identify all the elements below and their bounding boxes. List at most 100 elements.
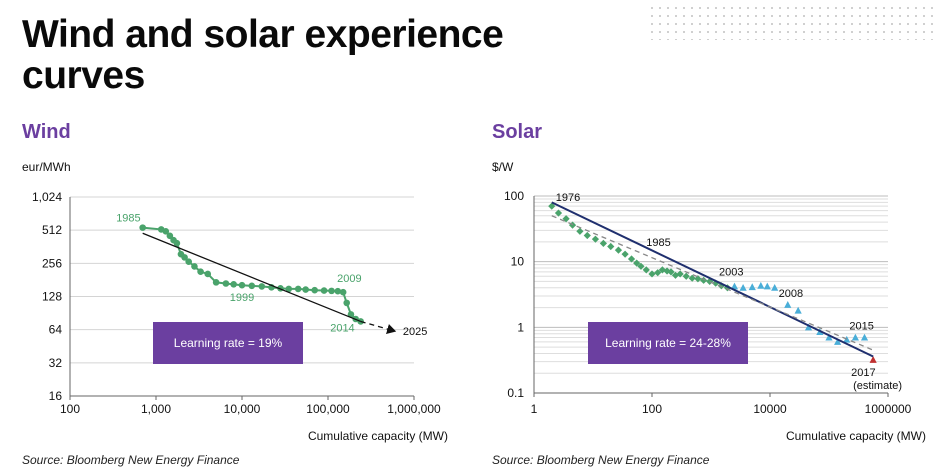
chart0-y-tick-label: 512: [42, 223, 62, 237]
chart1-series-recent-triangles--point: [851, 333, 859, 341]
chart0-x-tick-label: 1,000: [141, 402, 171, 416]
chart1-series-historic-diamonds--point: [676, 270, 684, 278]
chart0-series-wind-observed-point: [294, 285, 302, 293]
chart0-series-wind-observed-point: [181, 254, 188, 261]
chart1-y-tick-label: 0.1: [507, 386, 524, 400]
chart1-series-historic-diamonds--point: [671, 271, 680, 279]
chart1-series-historic-diamonds--point: [654, 269, 662, 277]
chart0-series-wind-observed-point: [328, 287, 335, 295]
chart1-series-historic-diamonds--point: [688, 274, 696, 282]
chart0-series-wind-observed-point: [302, 286, 309, 293]
chart1-series-alternative-fit-line: [551, 215, 874, 351]
chart1-series-historic-diamonds--point: [663, 267, 671, 275]
chart0-annotation-label: 2014: [330, 322, 354, 334]
chart0-series-wind-observed-point: [347, 311, 355, 318]
chart0-y-tick-label: 128: [42, 290, 62, 304]
chart1-series-recent-triangles--point: [794, 306, 802, 314]
chart0-annotation-label: 2009: [337, 273, 361, 285]
chart0-series-wind-observed-point: [320, 287, 328, 294]
solar-panel-title: Solar: [492, 121, 543, 143]
dot-pattern-decoration: [648, 4, 938, 40]
solar-learning-rate-callout: Learning rate = 24-28%: [588, 322, 748, 364]
chart0-annotation-label: 2025: [403, 326, 427, 338]
chart0-series-wind-observed-point: [334, 287, 342, 295]
wind-learning-rate-callout: Learning rate = 19%: [153, 322, 303, 364]
chart1-series-historic-diamonds--point: [627, 255, 636, 263]
chart1-annotation-label: (estimate): [853, 380, 902, 392]
chart1-series-historic-diamonds--point: [633, 259, 641, 267]
chart1-series-2017-estimate--point: [869, 356, 877, 363]
chart1-annotation-label: 1985: [646, 237, 670, 249]
chart1-x-tick-label: 10000: [753, 402, 787, 416]
chart0-series-wind-observed-point: [204, 270, 212, 278]
chart1-series-historic-diamonds--point: [599, 239, 607, 247]
chart0-series-wind-observed-point: [222, 280, 230, 287]
chart0-y-tick-label: 32: [49, 356, 63, 370]
chart1-x-axis-label: Cumulative capacity (MW): [786, 429, 926, 443]
chart1-series-historic-diamonds--point: [576, 227, 584, 235]
chart1-annotation-label: 2008: [779, 288, 803, 300]
chart0-annotation-label: 1985: [116, 213, 140, 225]
chart1-series-historic-diamonds--point: [637, 262, 645, 270]
chart1-annotation-label: 1976: [556, 192, 580, 204]
chart0-annotation-label: 1999: [230, 292, 254, 304]
chart0-series-wind-observed-point: [285, 285, 293, 293]
chart1-series-recent-triangles--point: [804, 323, 813, 331]
chart0-x-tick-label: 1,000,000: [387, 402, 441, 416]
chart0-y-tick-label: 16: [49, 389, 63, 403]
chart1-x-tick-label: 1000000: [865, 402, 912, 416]
chart1-series-historic-diamonds--point: [554, 209, 563, 217]
chart0-series-wind-observed-point: [248, 282, 256, 290]
chart1-series-recent-triangles--point: [784, 301, 792, 308]
chart1-series-historic-diamonds--point: [614, 246, 623, 254]
chart1-series-historic-diamonds--point: [583, 231, 591, 240]
chart1-series-historic-diamonds--point: [667, 268, 675, 276]
chart0-series-wind-observed-point: [343, 299, 351, 307]
chart0-series-learning-rate-trend-line: [142, 232, 361, 323]
chart0-series-wind-observed-point: [311, 286, 318, 294]
chart0-series-wind-observed-point: [139, 224, 146, 231]
chart1-annotation-label: 2003: [719, 266, 743, 278]
chart0-series-wind-observed-point: [339, 288, 347, 296]
chart1-y-tick-label: 1: [517, 320, 524, 334]
chart0-y-tick-label: 256: [42, 256, 62, 270]
chart0-series-wind-observed-point: [258, 283, 266, 290]
chart1-series-experience-curve-line: [551, 201, 874, 358]
chart1-series-recent-triangles--point: [748, 283, 756, 291]
solar-y-unit: $/W: [492, 160, 514, 174]
chart1-y-tick-label: 10: [511, 255, 525, 269]
chart1-series-recent-triangles--point: [757, 281, 765, 289]
chart0-series-wind-observed-point: [230, 281, 237, 288]
chart1-series-historic-diamonds--point: [700, 276, 708, 284]
chart0-series-forecast-to-2025-line: [360, 320, 397, 335]
chart0-series-wind-observed-point: [238, 281, 246, 289]
chart1-series-recent-triangles--point: [825, 333, 833, 341]
chart0-series-wind-observed-point: [162, 228, 170, 235]
chart1-series-recent-triangles--point: [771, 283, 779, 291]
chart0-y-tick-label: 64: [49, 323, 63, 337]
chart1-series-historic-diamonds--point: [717, 282, 725, 290]
chart0-series-wind-observed-point: [197, 268, 204, 275]
chart1-series-historic-diamonds--point: [548, 202, 556, 210]
chart1-x-tick-label: 100: [642, 402, 662, 416]
chart0-series-wind-observed-point: [173, 239, 181, 247]
chart1-series-recent-triangles--point: [860, 333, 869, 341]
chart1-series-historic-diamonds--point: [694, 275, 702, 283]
chart1-series-historic-diamonds--point: [621, 250, 629, 258]
page-title: Wind and solar experience curves: [22, 13, 504, 97]
chart1-annotation-label: 2017: [851, 367, 875, 379]
chart0-x-axis-label: Cumulative capacity (MW): [308, 429, 448, 443]
chart1-series-historic-diamonds--point: [642, 266, 650, 274]
chart0-x-tick-label: 100: [60, 402, 80, 416]
chart1-annotation-label: 2015: [849, 321, 873, 333]
chart1-series-historic-diamonds--point: [607, 242, 615, 251]
chart1-series-historic-diamonds--point: [723, 284, 732, 292]
chart0-series-wind-observed-point: [191, 263, 198, 270]
wind-panel-title: Wind: [22, 121, 71, 143]
chart1-series-historic-diamonds--point: [562, 215, 570, 223]
chart1-series-recent-triangles--point: [834, 338, 842, 345]
chart0-series-wind-observed-point: [166, 232, 174, 240]
chart1-series-historic-diamonds--point: [648, 270, 656, 278]
chart0-x-tick-label: 100,000: [306, 402, 350, 416]
